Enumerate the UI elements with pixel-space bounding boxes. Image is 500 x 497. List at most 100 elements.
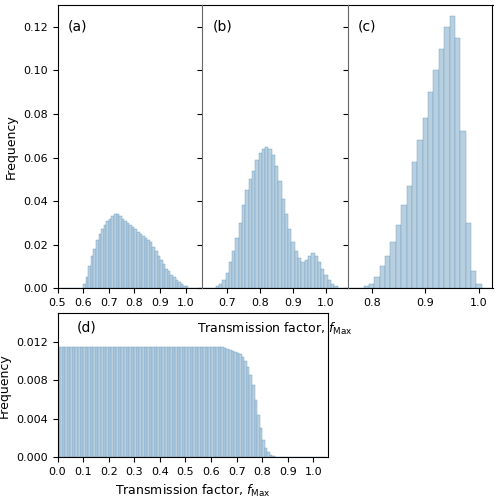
Bar	[204, 347, 206, 457]
Bar	[150, 243, 152, 288]
Bar	[242, 357, 244, 457]
Bar	[158, 255, 160, 288]
Bar	[247, 367, 250, 457]
Bar	[257, 415, 260, 457]
Bar	[83, 347, 86, 457]
Bar	[460, 131, 466, 288]
Bar	[268, 149, 272, 288]
Bar	[80, 347, 83, 457]
Bar	[255, 160, 258, 288]
Bar	[268, 452, 270, 457]
Bar	[142, 347, 144, 457]
Bar	[422, 118, 428, 288]
Bar	[295, 251, 298, 288]
Bar	[252, 170, 255, 288]
Bar	[134, 347, 137, 457]
Text: (c): (c)	[358, 19, 376, 33]
Bar	[129, 347, 132, 457]
Bar	[219, 284, 222, 288]
Bar	[76, 347, 78, 457]
Bar	[168, 347, 170, 457]
Bar	[282, 199, 285, 288]
Bar	[114, 214, 116, 288]
Bar	[396, 225, 401, 288]
Bar	[232, 251, 235, 288]
Bar	[254, 400, 257, 457]
Text: Transmission factor, $f_{\mathrm{Max}}$: Transmission factor, $f_{\mathrm{Max}}$	[198, 321, 352, 336]
Bar	[224, 348, 226, 457]
Bar	[226, 349, 229, 457]
Bar	[380, 266, 385, 288]
Bar	[260, 428, 262, 457]
Y-axis label: Frequency: Frequency	[0, 353, 10, 417]
Bar	[218, 347, 222, 457]
Bar	[308, 255, 311, 288]
Bar	[160, 347, 162, 457]
Bar	[132, 347, 134, 457]
Bar	[83, 284, 86, 288]
Bar	[91, 347, 94, 457]
Bar	[444, 27, 450, 288]
Bar	[170, 275, 173, 288]
Bar	[180, 347, 183, 457]
Bar	[94, 249, 96, 288]
Bar	[155, 347, 158, 457]
Bar	[239, 223, 242, 288]
Bar	[374, 277, 380, 288]
Bar	[134, 230, 137, 288]
Bar	[165, 347, 168, 457]
Bar	[168, 271, 170, 288]
Bar	[152, 247, 155, 288]
Bar	[65, 347, 68, 457]
Bar	[172, 347, 175, 457]
Bar	[183, 347, 186, 457]
Bar	[140, 347, 142, 457]
Bar	[116, 347, 119, 457]
Bar	[208, 347, 211, 457]
Bar	[302, 262, 304, 288]
Bar	[318, 262, 321, 288]
Bar	[196, 347, 198, 457]
Bar	[140, 234, 142, 288]
Bar	[406, 186, 412, 288]
Bar	[70, 347, 73, 457]
Bar	[321, 269, 324, 288]
Bar	[152, 347, 155, 457]
Bar	[242, 205, 246, 288]
Bar	[94, 347, 96, 457]
Y-axis label: Frequency: Frequency	[4, 114, 18, 179]
Bar	[292, 243, 295, 288]
Bar	[78, 347, 80, 457]
Bar	[262, 440, 265, 457]
Bar	[150, 347, 152, 457]
Bar	[234, 351, 236, 457]
Bar	[275, 166, 278, 288]
Bar	[122, 347, 124, 457]
Bar	[108, 347, 111, 457]
Bar	[184, 286, 186, 288]
Bar	[229, 349, 232, 457]
Bar	[180, 284, 184, 288]
Bar	[60, 347, 62, 457]
Bar	[186, 286, 188, 288]
Bar	[119, 347, 122, 457]
Bar	[206, 347, 208, 457]
Bar	[88, 266, 91, 288]
Bar	[98, 347, 101, 457]
Bar	[86, 347, 88, 457]
Bar	[119, 216, 122, 288]
Bar	[272, 156, 275, 288]
Bar	[162, 347, 165, 457]
Bar	[401, 205, 406, 288]
Bar	[106, 221, 109, 288]
Bar	[178, 282, 180, 288]
Bar	[272, 456, 275, 457]
Bar	[86, 277, 88, 288]
Bar	[250, 375, 252, 457]
Bar	[148, 241, 150, 288]
Text: (a): (a)	[68, 19, 87, 33]
Bar	[450, 16, 455, 288]
Bar	[214, 347, 216, 457]
Bar	[166, 269, 168, 288]
Bar	[116, 214, 119, 288]
